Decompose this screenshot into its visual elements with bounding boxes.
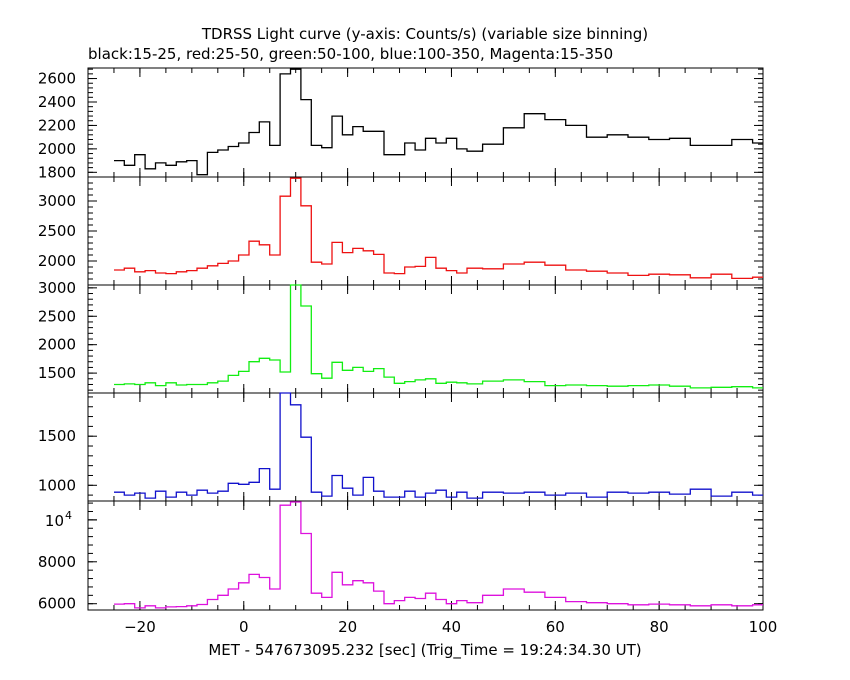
y-tick-label: 8000	[38, 553, 76, 571]
x-tick-label: 100	[749, 618, 778, 636]
panels-group: 1800 2000 2200 2400 2600 2000 2500 3000 1500 2000…	[38, 67, 764, 613]
y-tick-label: 1000	[38, 476, 76, 494]
panel-15-350: 6000 8000 10 4	[38, 500, 764, 613]
y-tick-label: 2500	[38, 222, 76, 240]
series-line-25-50	[114, 177, 763, 280]
panel-frame	[87, 392, 764, 502]
panel-25-50: 2000 2500 3000	[38, 176, 764, 286]
series-line-15-350	[114, 501, 763, 609]
y-tick-label: 2600	[38, 70, 76, 88]
y-tick-label: 1500	[38, 364, 76, 382]
y-tick-label: 2500	[38, 307, 76, 325]
x-tick-label: 0	[239, 618, 249, 636]
panel-15-25: 1800 2000 2200 2400 2600	[38, 67, 764, 181]
y-tick-label: 3000	[38, 192, 76, 210]
series-line-100-350	[114, 392, 763, 499]
x-tick-label: 80	[650, 618, 669, 636]
y-tick-label: 2200	[38, 116, 76, 134]
series-line-50-100	[114, 284, 763, 389]
panel-frame	[87, 284, 764, 394]
y-tick-label: 2000	[38, 140, 76, 158]
y-tick-exponent: 4	[65, 509, 72, 522]
y-tick-label: 1800	[38, 163, 76, 181]
x-axis-label: MET - 547673095.232 [sec] (Trig_Time = 1…	[208, 641, 641, 660]
panel-100-350: 1000 1500	[38, 392, 764, 502]
panel-frame	[87, 176, 764, 286]
panel-50-100: 1500 2000 2500 3000	[38, 279, 764, 394]
chart-subtitle: black:15-25, red:25-50, green:50-100, bl…	[88, 45, 613, 63]
x-tick-label: 60	[546, 618, 565, 636]
x-tick-label: 20	[338, 618, 357, 636]
x-tick-label: −20	[124, 618, 156, 636]
y-tick-label: 1500	[38, 427, 76, 445]
x-axis: −20 0 20 40 60 80 100	[124, 618, 777, 636]
chart-title: TDRSS Light curve (y-axis: Counts/s) (va…	[201, 25, 648, 43]
y-tick-label: 2000	[38, 252, 76, 270]
y-tick-label: 2400	[38, 93, 76, 111]
y-tick-label: 10	[45, 512, 64, 530]
series-line-15-25	[114, 68, 763, 176]
x-tick-label: 40	[442, 618, 461, 636]
y-tick-label: 6000	[38, 595, 76, 613]
y-tick-label: 2000	[38, 336, 76, 354]
y-tick-label: 3000	[38, 279, 76, 297]
